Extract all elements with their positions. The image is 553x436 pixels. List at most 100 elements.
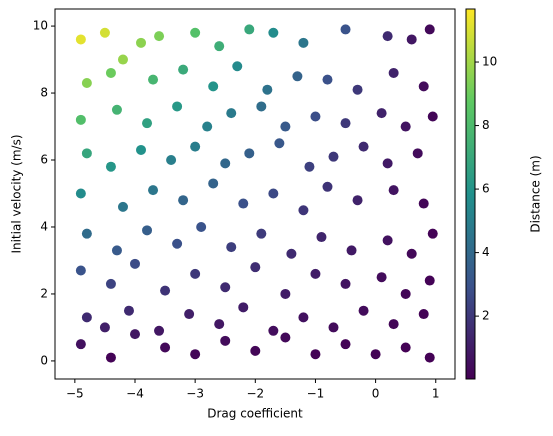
x-tick-label: 0: [372, 387, 380, 401]
point: [340, 118, 351, 129]
point: [123, 305, 134, 316]
point: [328, 151, 339, 162]
point: [256, 228, 267, 239]
point: [220, 158, 231, 169]
point: [298, 205, 309, 216]
point: [178, 64, 189, 75]
point: [166, 155, 177, 166]
point: [346, 245, 357, 256]
point: [190, 27, 201, 38]
point: [418, 198, 429, 209]
point: [382, 158, 393, 169]
point: [388, 185, 399, 196]
point: [136, 37, 147, 48]
point: [75, 339, 86, 350]
point: [154, 325, 165, 336]
x-tick-label: −3: [186, 387, 204, 401]
point: [160, 342, 171, 353]
point: [75, 188, 86, 199]
y-tick-label: 0: [40, 353, 48, 367]
point: [142, 225, 153, 236]
colorbar-label: Distance (m): [529, 155, 543, 232]
point: [81, 78, 92, 88]
point: [424, 352, 435, 363]
point: [256, 101, 267, 112]
point: [75, 114, 86, 125]
point: [81, 148, 92, 159]
point: [298, 37, 309, 48]
colorbar-tick-label: 6: [482, 182, 490, 196]
point: [81, 228, 92, 239]
point: [160, 285, 171, 296]
point: [382, 235, 393, 246]
point: [172, 238, 183, 249]
point: [310, 268, 321, 279]
point: [202, 121, 213, 132]
point: [208, 81, 219, 92]
point: [358, 141, 369, 152]
colorbar-tick-label: 2: [482, 309, 490, 323]
point: [352, 84, 363, 95]
point: [142, 118, 153, 129]
point: [292, 71, 303, 82]
point: [220, 282, 231, 293]
point: [250, 345, 261, 356]
point: [370, 349, 381, 360]
point: [328, 322, 339, 333]
point: [154, 31, 165, 42]
point: [310, 111, 321, 122]
point: [406, 248, 417, 259]
point: [322, 181, 333, 192]
point: [208, 178, 219, 189]
point: [214, 319, 225, 330]
point: [376, 272, 387, 283]
point: [178, 195, 189, 206]
point: [310, 349, 321, 360]
point: [376, 108, 387, 119]
x-tick-label: −5: [66, 387, 84, 401]
point: [111, 245, 122, 256]
point: [190, 349, 201, 360]
point: [286, 248, 297, 259]
point: [400, 288, 411, 299]
point: [105, 67, 116, 78]
point: [424, 275, 435, 286]
colorbar: [465, 8, 476, 380]
point: [117, 201, 128, 212]
point: [232, 61, 243, 72]
point: [75, 265, 86, 276]
point: [190, 268, 201, 279]
point: [388, 319, 399, 330]
point: [130, 329, 140, 340]
point: [262, 84, 273, 95]
point: [400, 121, 411, 132]
point: [75, 34, 86, 45]
point: [244, 24, 255, 35]
y-tick-label: 6: [40, 153, 48, 167]
point: [400, 342, 411, 353]
point: [226, 108, 237, 119]
point: [406, 34, 417, 45]
colorbar-tick-label: 4: [482, 245, 490, 259]
point: [99, 27, 110, 38]
y-tick-label: 4: [40, 219, 48, 233]
point: [130, 258, 140, 269]
point: [388, 67, 399, 78]
point: [111, 104, 122, 115]
x-axis-label: Drag coefficient: [207, 407, 303, 421]
point: [214, 41, 225, 52]
point: [244, 148, 255, 159]
point: [340, 339, 351, 350]
point: [352, 195, 363, 206]
point: [298, 312, 309, 323]
x-tick-label: 1: [432, 387, 440, 401]
point: [268, 27, 279, 38]
point: [184, 309, 195, 320]
point: [226, 242, 237, 253]
point: [427, 111, 438, 122]
point: [304, 161, 315, 172]
colorbar-tick-label: 8: [482, 118, 490, 132]
point: [238, 198, 249, 209]
y-tick-label: 10: [33, 19, 48, 33]
